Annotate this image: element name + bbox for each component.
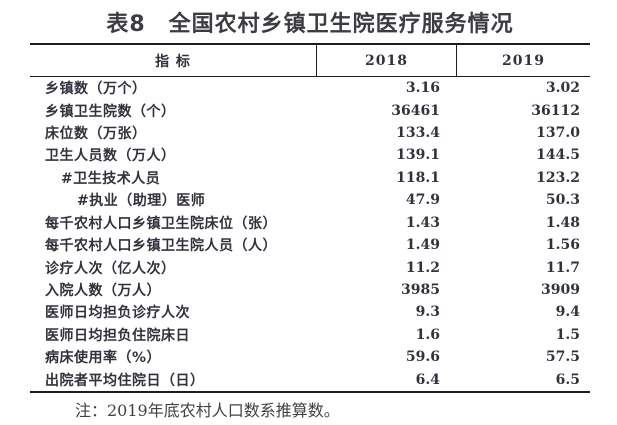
row-label: 出院者平均住院日（日） (45, 372, 205, 389)
row-label: 病床使用率（%） (45, 350, 162, 367)
table-row: 出院者平均住院日（日） 6.4 6.5 (30, 368, 590, 390)
row-value-2019: 3.02 (545, 80, 580, 97)
row-label: 每千农村人口乡镇卫生院人员（人） (45, 238, 277, 255)
row-value-2019: 137.0 (536, 125, 580, 142)
table-title: 表8 全国农村乡镇卫生院医疗服务情况 (106, 12, 514, 37)
row-value-2019: 123.2 (536, 169, 580, 186)
header-indicator: 指 标 (155, 53, 191, 70)
row-label: 医师日均担负诊疗人次 (45, 305, 190, 322)
row-value-2018: 1.6 (415, 326, 440, 343)
table-row: #执业（助理）医师 47.9 50.3 (30, 189, 590, 211)
footnote: 注：2019年底农村人口数系推算数。 (75, 401, 340, 420)
table-row: 入院人数（万人） 3985 3909 (30, 279, 590, 301)
row-value-2019: 6.5 (555, 371, 580, 388)
row-label: #卫生技术人员 (61, 170, 161, 187)
table-row: #卫生技术人员 118.1 123.2 (30, 167, 590, 189)
table-body: 乡镇数（万个） 3.16 3.02 乡镇卫生院数（个） 36461 36112 床位数（万张… (30, 77, 590, 393)
table-header-row: 指 标 2018 2019 (30, 43, 590, 77)
row-value-2018: 11.2 (405, 259, 440, 276)
row-value-2018: 3985 (401, 282, 440, 298)
row-value-2019: 1.56 (545, 237, 580, 254)
table-row: 床位数（万张） 133.4 137.0 (30, 122, 590, 144)
row-value-2018: 36461 (391, 102, 440, 119)
row-value-2018: 47.9 (405, 192, 440, 209)
row-value-2019: 36112 (531, 102, 580, 119)
row-value-2018: 1.43 (405, 214, 440, 231)
row-label: 床位数（万张） (45, 126, 147, 143)
row-label: 诊疗人次（亿人次） (45, 260, 176, 277)
row-value-2018: 59.6 (405, 349, 440, 366)
table-row: 乡镇数（万个） 3.16 3.02 (30, 77, 590, 99)
header-2018: 2018 (316, 45, 456, 76)
table-row: 医师日均担负住院床日 1.6 1.5 (30, 324, 590, 346)
row-value-2019: 144.5 (536, 147, 580, 164)
row-value-2019: 57.5 (545, 349, 580, 366)
row-label: 每千农村人口乡镇卫生院床位（张） (45, 215, 277, 232)
row-label: 乡镇卫生院数（个） (45, 103, 176, 120)
row-value-2019: 3909 (541, 282, 580, 298)
row-label: 乡镇数（万个） (45, 81, 147, 98)
table-row: 卫生人员数（万人） 139.1 144.5 (30, 144, 590, 166)
row-label: 入院人数（万人） (45, 283, 161, 299)
row-label: 医师日均担负住院床日 (45, 327, 190, 344)
table-row: 病床使用率（%） 59.6 57.5 (30, 346, 590, 368)
row-value-2018: 1.49 (405, 237, 440, 254)
row-value-2018: 9.3 (415, 304, 440, 321)
table-row: 每千农村人口乡镇卫生院人员（人） 1.49 1.56 (30, 234, 590, 256)
row-value-2019: 1.5 (555, 326, 580, 343)
row-value-2018: 139.1 (396, 147, 440, 164)
row-value-2019: 1.48 (545, 214, 580, 231)
header-2019: 2019 (456, 45, 590, 76)
row-value-2018: 118.1 (396, 169, 440, 186)
row-value-2019: 50.3 (545, 192, 580, 209)
table-row: 每千农村人口乡镇卫生院床位（张） 1.43 1.48 (30, 212, 590, 234)
table-row: 诊疗人次（亿人次） 11.2 11.7 (30, 256, 590, 278)
row-label: 卫生人员数（万人） (45, 148, 176, 165)
data-table: 指 标 2018 2019 乡镇数（万个） 3.16 3.02 乡镇卫生院数（个） 36… (30, 43, 590, 393)
row-value-2018: 133.4 (396, 125, 440, 142)
row-value-2018: 6.4 (415, 371, 440, 388)
row-value-2019: 9.4 (555, 304, 580, 321)
table-row: 医师日均担负诊疗人次 9.3 9.4 (30, 301, 590, 323)
row-label: #执业（助理）医师 (77, 193, 206, 210)
row-value-2018: 3.16 (405, 80, 440, 97)
table-row: 乡镇卫生院数（个） 36461 36112 (30, 99, 590, 121)
row-value-2019: 11.7 (545, 259, 580, 276)
